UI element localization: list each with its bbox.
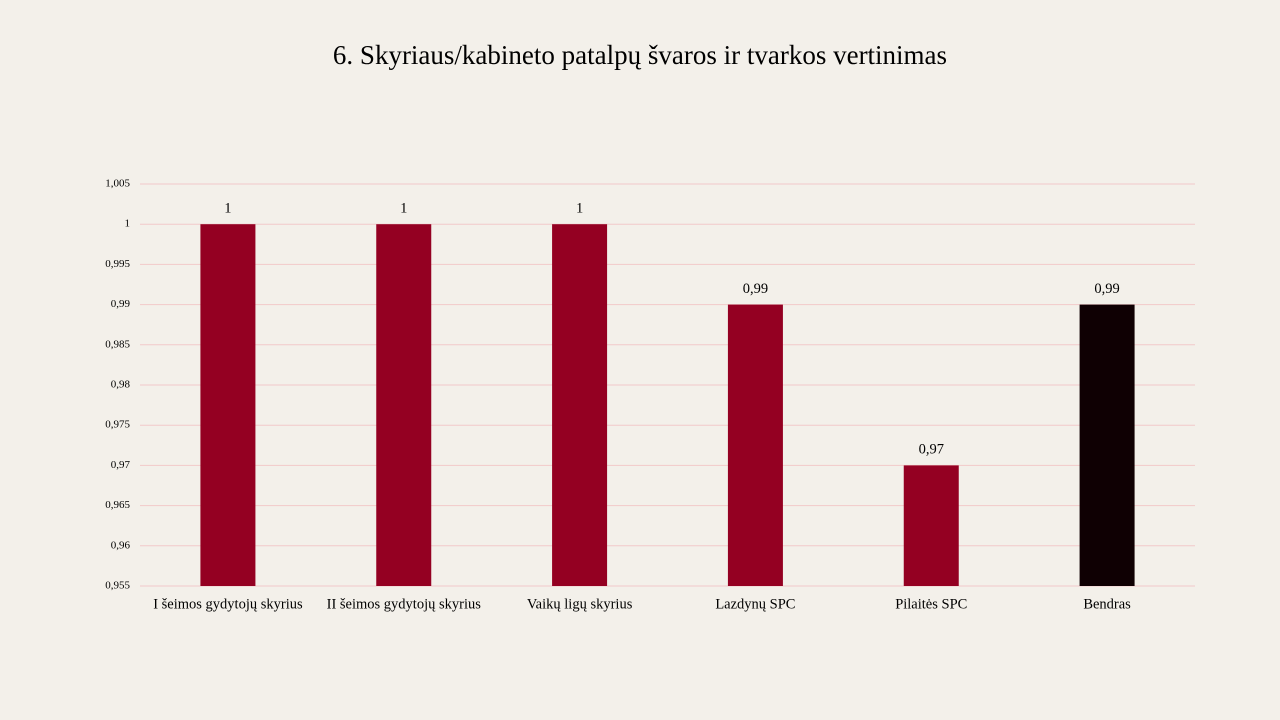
data-label: 0,97 [919, 442, 944, 458]
y-tick-label: 0,98 [111, 379, 131, 391]
bar [1079, 304, 1135, 586]
y-tick-label: 0,96 [111, 539, 131, 551]
data-label: 0,99 [1094, 281, 1119, 297]
bar [903, 465, 959, 586]
x-tick-label: II šeimos gydytojų skyrius [327, 596, 482, 612]
bar [552, 224, 608, 586]
bar [376, 224, 432, 586]
y-tick-label: 0,97 [111, 459, 131, 471]
y-tick-label: 1 [125, 218, 131, 230]
y-tick-label: 0,995 [105, 258, 130, 270]
bar [200, 224, 256, 586]
bar [727, 304, 783, 586]
y-tick-label: 0,955 [105, 580, 130, 592]
data-label: 1 [400, 201, 407, 217]
y-tick-label: 0,985 [105, 338, 130, 350]
x-tick-label: Lazdynų SPC [715, 596, 795, 612]
x-tick-label: I šeimos gydytojų skyrius [153, 596, 303, 612]
y-tick-label: 0,99 [111, 298, 131, 310]
x-tick-label: Vaikų ligų skyrius [527, 596, 633, 612]
y-tick-label: 1,005 [105, 178, 130, 190]
x-tick-label: Bendras [1083, 596, 1131, 612]
y-tick-label: 0,965 [105, 499, 130, 511]
data-label: 1 [224, 201, 231, 217]
y-tick-label: 0,975 [105, 419, 130, 431]
x-tick-label: Pilaitės SPC [895, 596, 967, 612]
chart-title: 6. Skyriaus/kabineto patalpų švaros ir t… [333, 40, 947, 70]
data-label: 1 [576, 201, 583, 217]
data-label: 0,99 [743, 281, 768, 297]
